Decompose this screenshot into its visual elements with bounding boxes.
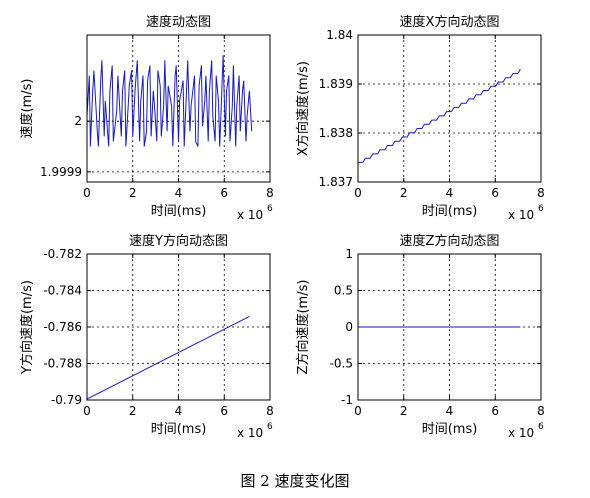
x-tick-label: 4 — [175, 186, 183, 200]
x-multiplier: x 10 — [237, 208, 263, 222]
x-tick-label: 2 — [129, 404, 137, 418]
chart-title: 速度X方向动态图 — [400, 14, 500, 30]
y-tick-label: -0.5 — [330, 357, 353, 371]
x-tick-label: 6 — [491, 186, 499, 200]
y-tick-label: 1.839 — [319, 77, 353, 91]
y-axis-label: 速度(m/s) — [19, 79, 35, 139]
x-tick-label: 8 — [537, 186, 545, 200]
x-exponent: 6 — [538, 204, 544, 214]
y-tick-label: 1.9999 — [40, 165, 82, 179]
x-axis-label: 时间(ms) — [422, 204, 478, 219]
series-line — [358, 69, 521, 163]
x-exponent: 6 — [538, 422, 544, 432]
plot-area — [358, 35, 541, 182]
y-tick-label: -0.786 — [43, 320, 82, 334]
x-multiplier: x 10 — [237, 426, 263, 440]
x-tick-label: 2 — [129, 186, 137, 200]
x-tick-label: 4 — [446, 404, 454, 418]
series-line — [86, 55, 253, 147]
chart-3: 0 2 4 6 8 -0.79 -0.788 -0.786 -0.784 -0.782 速度Y方向动… — [19, 233, 274, 440]
x-axis-label: 时间(ms) — [151, 204, 207, 219]
y-tick-label: -0.782 — [43, 247, 82, 261]
y-tick-label: -0.788 — [43, 357, 82, 371]
x-tick-label: 2 — [400, 404, 408, 418]
y-tick-label: -1 — [341, 393, 353, 407]
y-tick-label: 2 — [74, 114, 82, 128]
x-tick-label: 2 — [400, 186, 408, 200]
x-tick-label: 4 — [446, 186, 454, 200]
axes-frame — [86, 34, 271, 183]
y-tick-label: 0 — [345, 320, 353, 334]
x-tick-label: 0 — [354, 404, 362, 418]
plot-area — [87, 35, 270, 182]
x-axis-label: 时间(ms) — [151, 422, 207, 437]
chart-title: 速度Y方向动态图 — [129, 233, 228, 249]
axes-frame — [357, 34, 542, 183]
x-tick-label: 0 — [83, 186, 91, 200]
x-tick-label: 8 — [537, 404, 545, 418]
y-tick-label: 0.5 — [334, 284, 353, 298]
axes-frame — [357, 253, 542, 401]
x-tick-label: 6 — [491, 404, 499, 418]
x-axis-label: 时间(ms) — [422, 422, 478, 437]
y-axis-label: Y方向速度(m/s) — [19, 280, 35, 375]
y-tick-label: 1.838 — [319, 126, 353, 140]
x-tick-label: 0 — [354, 186, 362, 200]
x-tick-label: 8 — [266, 404, 274, 418]
x-exponent: 6 — [267, 422, 273, 432]
y-axis-label: Z方向速度(m/s) — [295, 280, 311, 375]
axes-frame — [86, 253, 271, 401]
x-multiplier: x 10 — [508, 426, 534, 440]
series-line — [86, 315, 250, 400]
chart-title: 速度动态图 — [146, 14, 211, 30]
x-tick-label: 0 — [83, 404, 91, 418]
y-tick-label: -0.784 — [43, 284, 82, 298]
x-tick-label: 6 — [220, 404, 228, 418]
y-tick-label: 1.84 — [326, 28, 353, 42]
y-tick-label: 1.837 — [319, 175, 353, 189]
x-tick-label: 4 — [175, 404, 183, 418]
x-tick-label: 8 — [266, 186, 274, 200]
x-tick-label: 6 — [220, 186, 228, 200]
y-tick-label: -0.79 — [51, 393, 82, 407]
figure-caption: 图 2 速度变化图 — [240, 472, 350, 490]
y-axis-label: X方向速度(m/s) — [295, 61, 311, 156]
x-exponent: 6 — [267, 204, 273, 214]
y-tick-label: 1 — [345, 247, 353, 261]
chart-title: 速度Z方向动态图 — [400, 233, 500, 249]
x-multiplier: x 10 — [508, 208, 534, 222]
